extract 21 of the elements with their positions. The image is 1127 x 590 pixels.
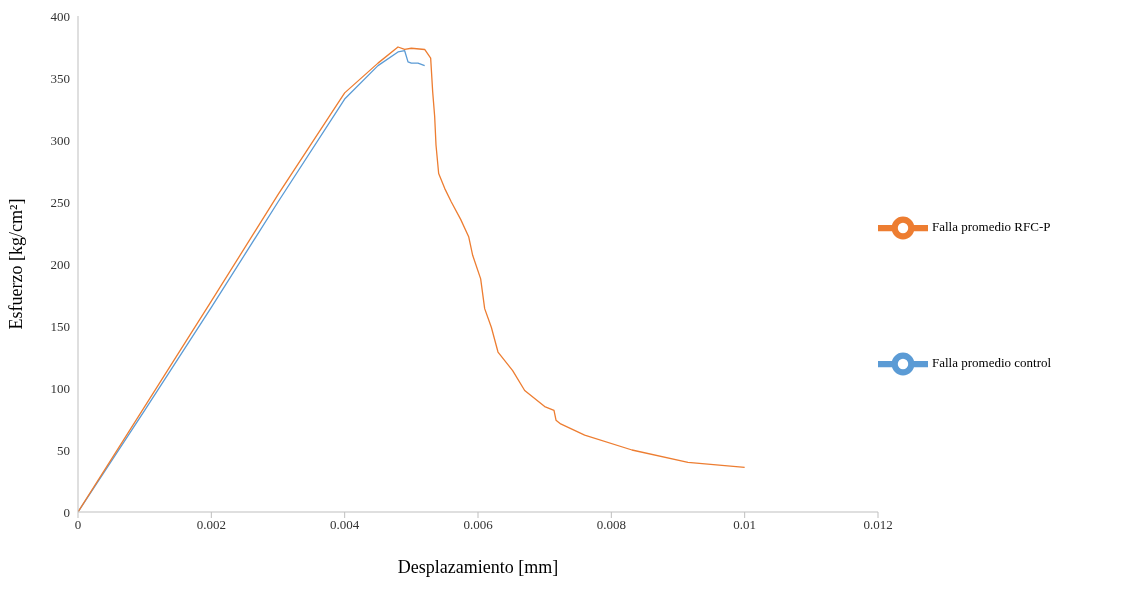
x-tick-label: 0.002: [196, 517, 226, 533]
y-tick-label: 300: [50, 132, 70, 148]
x-tick-label: 0.008: [596, 517, 626, 533]
x-tick-label: 0.006: [463, 517, 494, 533]
y-tick-label: 150: [50, 318, 70, 334]
x-tick-label: 0: [74, 517, 82, 533]
line-series: [78, 46, 746, 512]
legend-label: Falla promedio RFC-P: [932, 218, 1051, 236]
y-tick-label: 0: [63, 504, 70, 520]
y-axis-title: Esfuerzo [kg/cm²]: [6, 198, 27, 330]
y-tick-label: 100: [50, 380, 70, 396]
x-tick-label: 0.012: [863, 517, 893, 533]
x-tick-label: 0.004: [330, 517, 360, 533]
x-axis-title: Desplazamiento [mm]: [397, 556, 559, 577]
y-tick-label: 200: [50, 256, 70, 272]
y-tick-label: 350: [50, 70, 70, 86]
x-tick-label: 0.01: [733, 517, 757, 533]
y-tick-label: 50: [57, 442, 70, 458]
y-tick-label: 250: [50, 194, 70, 210]
legend-label: Falla promedio control: [932, 354, 1052, 372]
y-tick-label: 400: [50, 8, 70, 24]
